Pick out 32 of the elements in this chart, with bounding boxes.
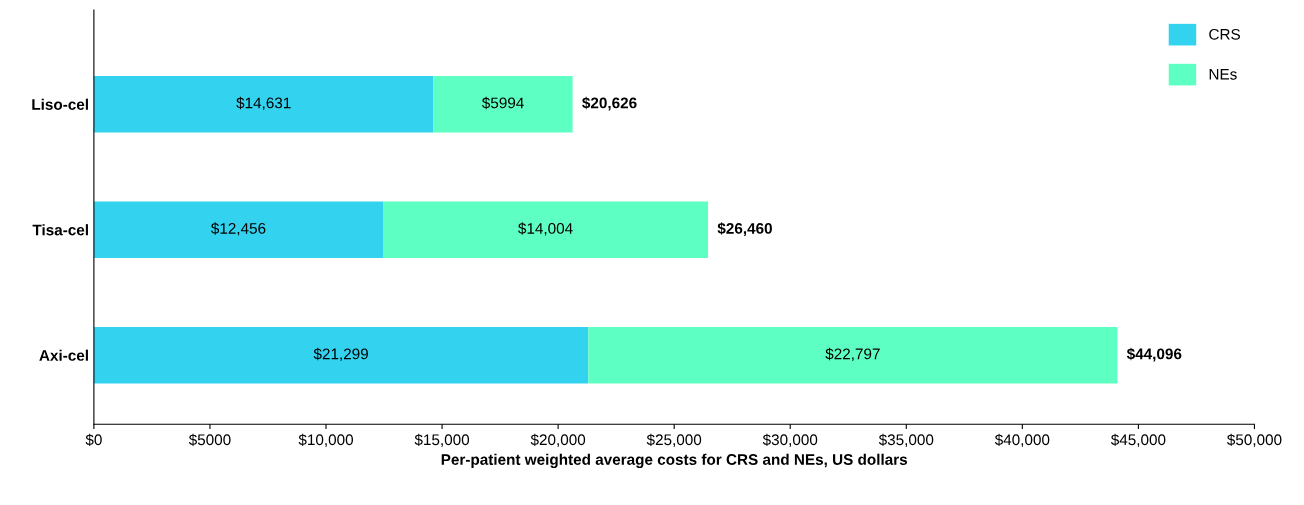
x-tick-label: $15,000	[414, 433, 470, 447]
x-tick-label: $45,000	[1110, 433, 1166, 447]
legend-label: NEs	[1209, 69, 1237, 80]
x-tick-label: $50,000	[1227, 433, 1282, 447]
bar	[93, 75, 434, 133]
bar	[433, 75, 573, 133]
x-tick-label: $10,000	[298, 433, 354, 447]
data-label: $22,797	[825, 347, 880, 362]
x-tick-label: $25,000	[646, 433, 702, 447]
total-label: $44,096	[1126, 347, 1182, 362]
data-label: $14,004	[518, 222, 573, 236]
data-label: $14,631	[236, 96, 291, 111]
x-tick-label: $20,000	[530, 433, 586, 447]
x-tick-label: $40,000	[994, 433, 1050, 447]
x-tick-label: $30,000	[762, 433, 818, 447]
total-label: $20,626	[582, 96, 637, 111]
bar	[383, 201, 709, 258]
data-label: $21,299	[313, 347, 368, 362]
x-tick-label: $0	[85, 433, 102, 447]
y-tick-label: Axi-cel	[39, 349, 88, 361]
data-label: $5994	[481, 96, 524, 110]
bar	[93, 326, 589, 384]
bar	[588, 326, 1118, 384]
legend-label: CRS	[1209, 28, 1240, 40]
data-label: $12,456	[211, 222, 266, 236]
x-tick-label: $35,000	[878, 433, 934, 447]
bar	[93, 201, 384, 258]
x-axis-title: Per-patient weighted average costs for CRS and NEs, US dollars	[441, 453, 908, 469]
total-label: $26,460	[717, 222, 772, 237]
x-tick-label: $5000	[188, 433, 231, 447]
y-tick-label: Tisa-cel	[32, 224, 88, 236]
y-tick-label: Liso-cel	[32, 98, 88, 110]
